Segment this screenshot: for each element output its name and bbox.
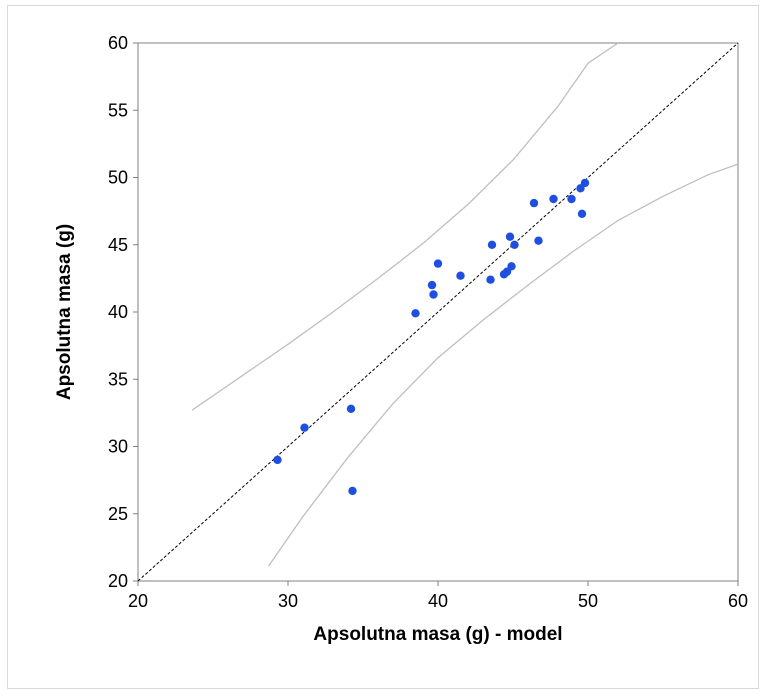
y-tick-label: 20 — [108, 571, 128, 591]
x-tick-label: 40 — [428, 591, 448, 611]
data-point — [429, 290, 438, 299]
data-point — [456, 271, 465, 280]
x-axis-title: Apsolutna masa (g) - model — [313, 624, 562, 645]
identity-line — [137, 42, 739, 582]
y-tick-label: 50 — [108, 168, 128, 188]
data-points — [273, 178, 590, 496]
lower-band-line — [267, 163, 739, 567]
data-point — [567, 194, 576, 204]
data-point — [534, 236, 543, 245]
x-tick-label: 30 — [278, 591, 298, 611]
y-tick-label: 45 — [108, 235, 128, 255]
data-point — [348, 486, 357, 496]
y-axis-title: Apsolutna masa (g) — [54, 224, 75, 400]
identity-dashed-line — [137, 42, 739, 582]
data-point — [411, 309, 420, 318]
axis-ticks — [133, 42, 739, 586]
data-point — [433, 259, 443, 268]
data-point — [300, 423, 309, 432]
data-point — [580, 178, 590, 188]
upper-band-line — [191, 42, 619, 411]
data-point — [487, 240, 497, 249]
data-point — [510, 240, 519, 249]
y-tick-label: 40 — [108, 302, 128, 322]
x-tick-label: 20 — [128, 591, 148, 611]
data-point — [427, 280, 437, 290]
data-point — [549, 194, 558, 204]
y-tick-label: 60 — [108, 33, 128, 53]
x-tick-label: 60 — [728, 591, 748, 611]
data-point — [577, 209, 587, 218]
y-tick-label: 25 — [108, 504, 128, 524]
data-point — [507, 262, 516, 271]
data-point — [486, 275, 495, 284]
data-point — [273, 455, 282, 465]
tick-labels: 20 30 40 50 60 20 25 30 35 40 45 50 55 60 — [108, 33, 748, 611]
data-point — [505, 232, 515, 241]
x-tick-label: 50 — [578, 591, 598, 611]
chart-frame — [7, 5, 759, 689]
y-tick-label: 30 — [108, 437, 128, 457]
y-tick-label: 55 — [108, 100, 128, 120]
y-tick-label: 35 — [108, 369, 128, 389]
data-point — [529, 198, 539, 208]
confidence-bands — [191, 42, 739, 567]
data-point — [346, 404, 356, 413]
